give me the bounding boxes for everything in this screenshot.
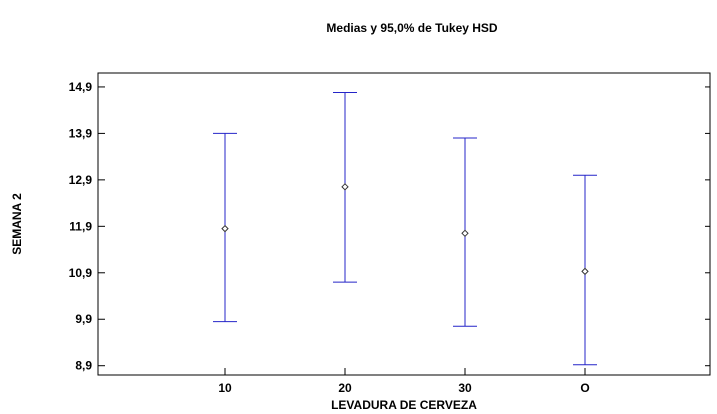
x-tick-label: 10 <box>218 381 232 395</box>
x-tick-label: O <box>580 381 589 395</box>
y-tick-label: 12,9 <box>69 173 93 187</box>
x-axis-ticks: 10 20 30 O <box>218 368 590 395</box>
mean-point <box>341 183 349 191</box>
mean-point <box>221 224 229 233</box>
plot-frame <box>97 72 711 376</box>
interval-30 <box>453 137 477 327</box>
x-axis-label: LEVADURA DE CERVEZA <box>331 398 477 412</box>
y-axis-label: SEMANA 2 <box>10 193 24 255</box>
interval-10 <box>213 132 237 323</box>
y-tick-label: 8,9 <box>75 359 92 373</box>
y-tick-label: 11,9 <box>69 219 92 233</box>
x-tick-label: 30 <box>458 381 472 395</box>
y-tick-label: 10,9 <box>69 266 93 280</box>
chart-title: Medias y 95,0% de Tukey HSD <box>326 21 498 35</box>
mean-point <box>581 267 589 276</box>
mean-point <box>461 229 469 237</box>
interval-O <box>573 174 597 366</box>
y-axis-ticks: 8,9 9,9 10,9 11,9 12,9 13,9 14,9 <box>69 80 710 373</box>
y-tick-label: 9,9 <box>75 312 92 326</box>
interval-series <box>213 92 597 366</box>
y-tick-label: 13,9 <box>69 126 93 140</box>
x-tick-label: 20 <box>338 381 352 395</box>
y-tick-label: 14,9 <box>69 80 93 94</box>
interval-20 <box>333 92 357 283</box>
